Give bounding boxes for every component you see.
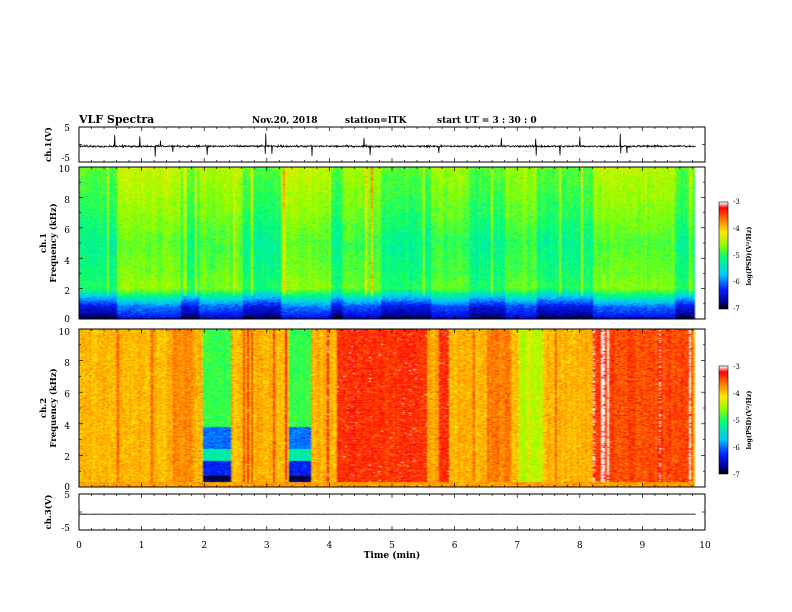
ch1-colorbar-frame bbox=[718, 201, 729, 310]
ch1-spec-ylabel: ch.1 bbox=[39, 233, 49, 253]
ch1-colorbar bbox=[719, 202, 728, 309]
cb2-tick-neg6: -6 bbox=[733, 444, 740, 452]
xtick-7: 7 bbox=[514, 541, 520, 551]
ch3-ytick-5: 5 bbox=[64, 491, 70, 501]
ch3-wave-ylabel: ch.3(V) bbox=[43, 495, 54, 530]
xtick-0: 0 bbox=[76, 541, 82, 551]
ch3-waveform-panel: 5 -5 ch.3(V) 0 1 2 3 4 5 6 7 8 9 10 Time… bbox=[43, 491, 711, 561]
ch1-waveform-line bbox=[78, 133, 696, 157]
start-time-label: start UT = 3 : 30 : 0 bbox=[437, 116, 537, 126]
ch1-waveform-frame bbox=[78, 126, 706, 163]
ch1-wave-ylabel: ch.1(V) bbox=[43, 127, 54, 162]
ch3-waveform-frame bbox=[78, 493, 706, 531]
ch2-ytick-2: 2 bbox=[64, 453, 70, 463]
ch2-spec-ylabel: ch.2 bbox=[39, 398, 49, 418]
ch2-freq-ylabel: Frequency (kHz) bbox=[48, 368, 59, 447]
ch1-ytick-10: 10 bbox=[59, 165, 71, 175]
station-label: station=ITK bbox=[345, 116, 408, 126]
x-axis-label: Time (min) bbox=[364, 550, 421, 561]
ch2-ytick-6: 6 bbox=[64, 390, 70, 400]
cb1-tick-neg7: -7 bbox=[733, 305, 740, 313]
ch1-waveform-panel: 5 -5 ch.1(V) bbox=[43, 124, 706, 164]
ch1-spectrogram-panel: 0 2 4 6 8 10 ch.1 Frequency (kHz) -3 -4 … bbox=[39, 165, 753, 325]
date-label: Nov.20, 2018 bbox=[252, 116, 318, 126]
ch2-colorbar-frame bbox=[718, 365, 729, 475]
ch2-ytick-10: 10 bbox=[59, 328, 71, 338]
cb2-tick-neg7: -7 bbox=[733, 471, 740, 479]
xtick-3: 3 bbox=[264, 541, 270, 551]
ch3-ytick-neg5: -5 bbox=[61, 524, 70, 534]
cb2-tick-neg4: -4 bbox=[733, 390, 740, 398]
cb1-tick-neg6: -6 bbox=[733, 278, 740, 286]
cb2-label: log(PSD)(V²/Hz) bbox=[745, 391, 753, 450]
ch1-spectrogram-image bbox=[79, 167, 705, 319]
cb1-tick-neg3: -3 bbox=[733, 198, 740, 206]
cb1-tick-neg5: -5 bbox=[733, 252, 740, 260]
ch2-spectrogram-image bbox=[79, 329, 705, 487]
ch1-ytick-0: 0 bbox=[64, 315, 70, 325]
ch1-ytick-6: 6 bbox=[64, 226, 70, 236]
ch1-ytick-8: 8 bbox=[64, 196, 70, 206]
ch1-ytick-2: 2 bbox=[64, 287, 70, 297]
xtick-6: 6 bbox=[452, 541, 458, 551]
ch2-ytick-4: 4 bbox=[64, 422, 70, 432]
ch1-ytick-5: 5 bbox=[64, 124, 70, 134]
xtick-2: 2 bbox=[201, 541, 207, 551]
cb2-tick-neg5: -5 bbox=[733, 417, 740, 425]
figure-title: VLF Spectra bbox=[78, 113, 154, 126]
ch2-ytick-0: 0 bbox=[64, 483, 70, 493]
cb1-label: log(PSD)(V²/Hz) bbox=[745, 227, 753, 286]
ch2-ytick-8: 8 bbox=[64, 359, 70, 369]
xtick-1: 1 bbox=[139, 541, 145, 551]
cb2-tick-neg3: -3 bbox=[733, 363, 740, 371]
xtick-8: 8 bbox=[577, 541, 583, 551]
ch1-freq-ylabel: Frequency (kHz) bbox=[48, 203, 59, 282]
cb1-tick-neg4: -4 bbox=[733, 225, 740, 233]
ch1-ytick-neg5: -5 bbox=[61, 154, 70, 164]
axis-tick-marks bbox=[78, 126, 706, 531]
ch2-spectrogram-panel: 0 2 4 6 8 10 ch.2 Frequency (kHz) -3 -4 … bbox=[39, 328, 753, 493]
xtick-10: 10 bbox=[699, 541, 711, 551]
xtick-9: 9 bbox=[640, 541, 646, 551]
ch1-ytick-4: 4 bbox=[64, 257, 70, 267]
xtick-5: 5 bbox=[389, 541, 395, 551]
xtick-4: 4 bbox=[327, 541, 333, 551]
ch2-colorbar bbox=[719, 366, 728, 474]
